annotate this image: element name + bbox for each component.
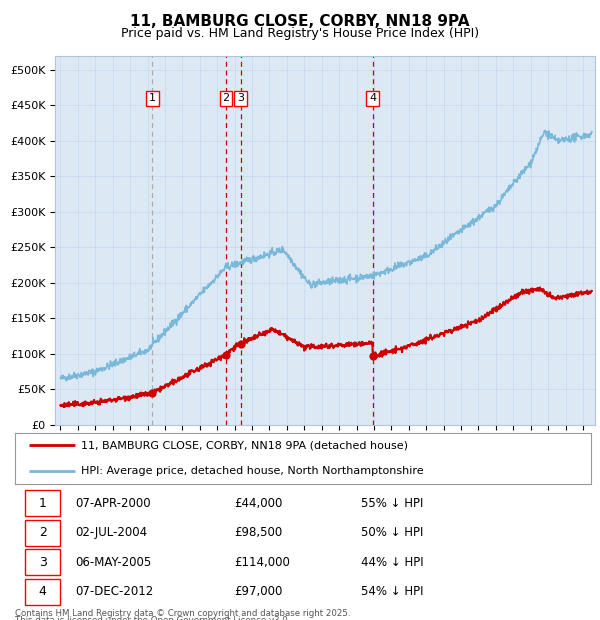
Text: Price paid vs. HM Land Registry's House Price Index (HPI): Price paid vs. HM Land Registry's House … bbox=[121, 27, 479, 40]
Text: 4: 4 bbox=[39, 585, 47, 598]
Text: 1: 1 bbox=[39, 497, 47, 510]
Point bbox=[236, 339, 245, 349]
Text: 44% ↓ HPI: 44% ↓ HPI bbox=[361, 556, 423, 569]
Text: 55% ↓ HPI: 55% ↓ HPI bbox=[361, 497, 423, 510]
Text: 11, BAMBURG CLOSE, CORBY, NN18 9PA: 11, BAMBURG CLOSE, CORBY, NN18 9PA bbox=[130, 14, 470, 29]
Text: 3: 3 bbox=[237, 94, 244, 104]
FancyBboxPatch shape bbox=[25, 578, 60, 604]
FancyBboxPatch shape bbox=[25, 520, 60, 546]
Text: 4: 4 bbox=[369, 94, 376, 104]
Text: 07-APR-2000: 07-APR-2000 bbox=[76, 497, 151, 510]
Text: 2: 2 bbox=[39, 526, 47, 539]
Text: 2: 2 bbox=[223, 94, 229, 104]
Text: 54% ↓ HPI: 54% ↓ HPI bbox=[361, 585, 423, 598]
Text: 06-MAY-2005: 06-MAY-2005 bbox=[76, 556, 152, 569]
FancyBboxPatch shape bbox=[25, 490, 60, 516]
Text: This data is licensed under the Open Government Licence v3.0.: This data is licensed under the Open Gov… bbox=[15, 616, 290, 620]
Text: HPI: Average price, detached house, North Northamptonshire: HPI: Average price, detached house, Nort… bbox=[81, 466, 424, 476]
Text: £44,000: £44,000 bbox=[234, 497, 282, 510]
Point bbox=[221, 350, 231, 360]
FancyBboxPatch shape bbox=[25, 549, 60, 575]
Point bbox=[368, 351, 377, 361]
Text: £98,500: £98,500 bbox=[234, 526, 282, 539]
Text: £114,000: £114,000 bbox=[234, 556, 290, 569]
Text: 02-JUL-2004: 02-JUL-2004 bbox=[76, 526, 148, 539]
Text: 50% ↓ HPI: 50% ↓ HPI bbox=[361, 526, 423, 539]
Text: 3: 3 bbox=[39, 556, 47, 569]
Text: £97,000: £97,000 bbox=[234, 585, 282, 598]
Text: Contains HM Land Registry data © Crown copyright and database right 2025.: Contains HM Land Registry data © Crown c… bbox=[15, 609, 350, 618]
Text: 1: 1 bbox=[149, 94, 156, 104]
Point bbox=[148, 389, 157, 399]
Text: 07-DEC-2012: 07-DEC-2012 bbox=[76, 585, 154, 598]
Text: 11, BAMBURG CLOSE, CORBY, NN18 9PA (detached house): 11, BAMBURG CLOSE, CORBY, NN18 9PA (deta… bbox=[81, 440, 408, 451]
